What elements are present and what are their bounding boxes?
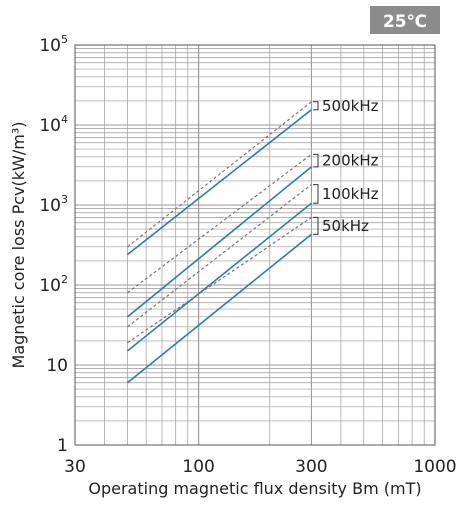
frequency-labels: 500kHz 200kHz 100kHz 50kHz <box>313 97 379 235</box>
y-tick-labels: 1 10 102 103 104 105 <box>39 33 68 456</box>
series-50kHz-upper-line <box>127 216 312 344</box>
x-tick-label: 100 <box>182 457 214 477</box>
bracket-200kHz <box>313 153 319 168</box>
series-200kHz-line <box>126 166 312 318</box>
series-50kHz-line <box>126 233 312 384</box>
series-200kHz-upper-line <box>127 153 312 294</box>
x-tick-label: 1000 <box>413 457 456 477</box>
series-100kHz-line <box>126 202 312 352</box>
bracket-500kHz <box>313 101 319 111</box>
label-200kHz: 200kHz <box>322 152 379 170</box>
label-500kHz: 500kHz <box>322 97 379 115</box>
bracket-50kHz <box>313 216 319 235</box>
series-layer <box>126 101 312 384</box>
temperature-badge: 25℃ <box>383 12 427 32</box>
major-grid <box>75 45 435 445</box>
x-tick-labels: 30 100 300 1000 <box>64 457 456 477</box>
label-50kHz: 50kHz <box>322 217 369 235</box>
x-axis-title: Operating magnetic flux density Bm (mT) <box>88 479 421 498</box>
y-axis-title: Magnetic core loss Pcv(kW/m³) <box>9 122 28 369</box>
y-tick-label: 103 <box>39 193 68 216</box>
y-tick-label: 105 <box>39 33 68 56</box>
label-100kHz: 100kHz <box>322 185 379 203</box>
y-tick-label: 10 <box>46 356 68 376</box>
y-tick-label: 102 <box>39 273 68 296</box>
x-tick-label: 30 <box>64 457 86 477</box>
y-tick-label: 104 <box>39 113 68 136</box>
bracket-100kHz <box>313 184 319 204</box>
badge-box <box>370 6 440 34</box>
series-500kHz-upper-line <box>127 101 312 248</box>
x-tick-label: 300 <box>295 457 327 477</box>
y-tick-label: 1 <box>57 436 68 456</box>
series-500kHz-line <box>126 109 312 256</box>
plot-frame <box>74 44 436 446</box>
series-100kHz-upper-line <box>127 184 312 328</box>
